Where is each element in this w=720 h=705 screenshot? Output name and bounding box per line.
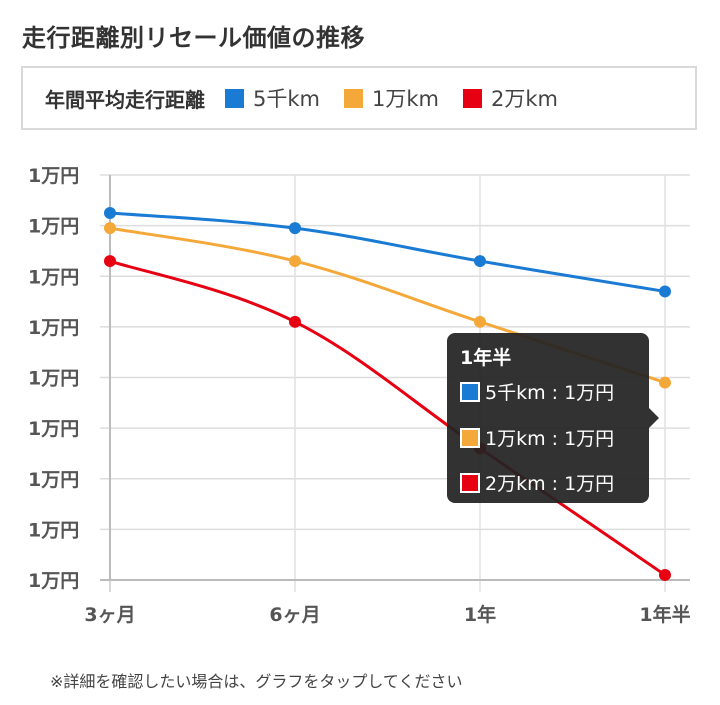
legend-item-label: 5千km xyxy=(253,87,320,111)
data-point-20000km xyxy=(289,315,301,328)
data-point-10000km xyxy=(474,315,486,328)
y-tick-label: 1万円 xyxy=(28,418,79,440)
tooltip-swatch-5000km xyxy=(460,381,480,402)
data-point-20000km xyxy=(104,255,116,268)
legend-swatch-20000km xyxy=(462,88,482,108)
tooltip-row-text: 2万km : 1万円 xyxy=(485,473,615,495)
data-point-5000km xyxy=(289,222,301,235)
series-line-5000km xyxy=(109,211,666,293)
y-tick-label: 1万円 xyxy=(28,165,79,187)
x-tick-label: 1年 xyxy=(464,603,496,626)
chart-title: 走行距離別リセール価値の推移 xyxy=(22,24,365,52)
tooltip-swatch-20000km xyxy=(460,472,480,493)
data-point-5000km xyxy=(659,285,671,298)
legend-item-label: 2万km xyxy=(490,87,558,111)
legend-item-label: 1万km xyxy=(371,87,439,111)
legend-item-10000km[interactable]: 1万km xyxy=(343,83,439,113)
legend-item-5000km[interactable]: 5千km xyxy=(225,83,320,113)
tooltip-row-20000km: 2万km : 1万円 xyxy=(460,469,614,496)
tooltip-row-10000km: 1万km : 1万円 xyxy=(460,424,614,451)
data-point-10000km xyxy=(289,255,301,268)
y-tick-label: 1万円 xyxy=(28,216,79,238)
legend: 年間平均走行距離 5千km 1万km 2万km xyxy=(21,66,697,130)
y-tick-label: 1万円 xyxy=(28,368,79,390)
tap-note: ※詳細を確認したい場合は、グラフをタップしてください xyxy=(50,672,463,691)
legend-swatch-10000km xyxy=(343,88,363,108)
legend-swatch-5000km xyxy=(225,88,244,108)
data-point-10000km xyxy=(104,222,116,235)
tooltip-row-text: 1万km : 1万円 xyxy=(485,428,615,450)
y-tick-label: 1万円 xyxy=(28,570,79,592)
data-point-5000km xyxy=(104,206,116,219)
x-tick-label: 1年半 xyxy=(639,603,690,626)
y-tick-label: 1万円 xyxy=(28,317,79,339)
tooltip-row-5000km: 5千km : 1万円 xyxy=(460,378,614,405)
tooltip-row-text: 5千km : 1万円 xyxy=(485,382,615,404)
legend-item-20000km[interactable]: 2万km xyxy=(462,83,558,113)
x-tick-label: 6ヶ月 xyxy=(269,604,320,626)
data-point-5000km xyxy=(474,255,486,268)
y-tick-label: 1万円 xyxy=(28,469,79,491)
tooltip-title: 1年半 xyxy=(460,347,512,369)
tooltip-swatch-10000km xyxy=(460,427,480,448)
y-tick-label: 1万円 xyxy=(28,519,79,541)
data-point-20000km xyxy=(659,568,671,581)
legend-label: 年間平均走行距離 xyxy=(45,87,205,112)
tooltip: 1年半 5千km : 1万円 1万km : 1万円 2万km : 1万円 xyxy=(447,333,659,503)
data-point-10000km xyxy=(659,376,671,389)
y-tick-label: 1万円 xyxy=(28,266,79,288)
series-line-20000km xyxy=(109,259,666,577)
x-tick-label: 3ヶ月 xyxy=(84,604,135,626)
